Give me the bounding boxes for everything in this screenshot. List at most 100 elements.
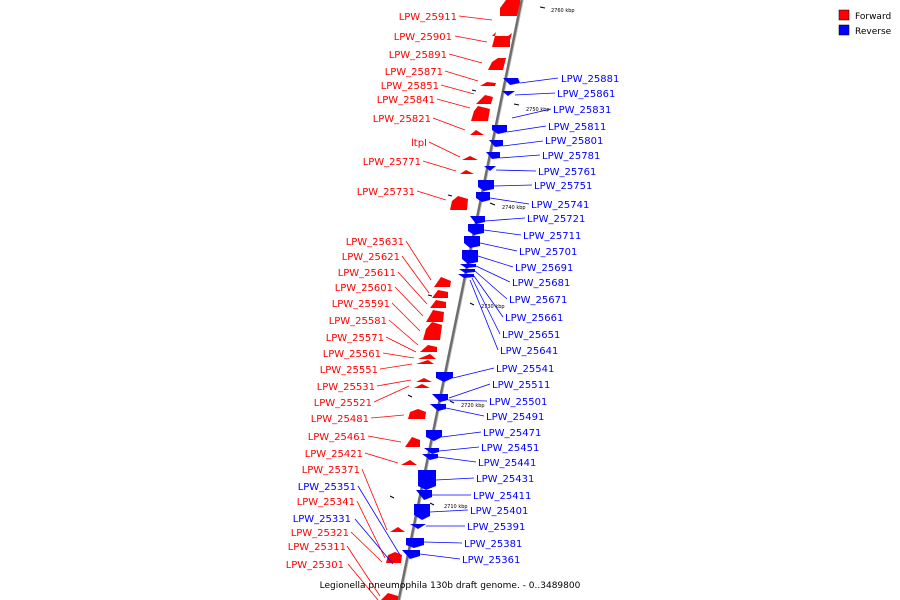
forward-gene-25821[interactable] — [470, 130, 484, 135]
reverse-gene-25741[interactable] — [476, 192, 490, 202]
reverse-gene-25701[interactable] — [464, 236, 480, 248]
forward-gene-label[interactable]: LPW_25571 — [326, 333, 384, 344]
reverse-gene-label[interactable]: LPW_25471 — [483, 428, 541, 439]
forward-gene-label[interactable]: LPW_25591 — [332, 299, 390, 310]
forward-gene-label[interactable]: LPW_25871 — [385, 67, 443, 78]
reverse-gene-label[interactable]: LPW_25641 — [500, 346, 558, 357]
forward-gene-label[interactable]: LPW_25821 — [373, 114, 431, 125]
forward-gene-label[interactable]: LPW_25581 — [329, 316, 387, 327]
forward-gene-ltpI[interactable] — [462, 156, 478, 160]
reverse-gene-25811[interactable] — [492, 125, 507, 134]
forward-gene-25631[interactable] — [434, 277, 451, 287]
forward-gene-label[interactable]: LPW_25521 — [314, 398, 372, 409]
reverse-gene-25671[interactable] — [459, 269, 475, 273]
forward-gene-label[interactable]: LPW_25731 — [357, 187, 415, 198]
reverse-gene-label[interactable]: LPW_25701 — [519, 247, 577, 258]
forward-gene-25551[interactable] — [416, 360, 434, 364]
reverse-gene-label[interactable]: LPW_25661 — [505, 313, 563, 324]
forward-gene-25341[interactable] — [390, 527, 405, 532]
forward-gene-25481[interactable] — [408, 409, 426, 419]
reverse-gene-label[interactable]: LPW_25361 — [462, 555, 520, 566]
reverse-gene-25401[interactable] — [414, 504, 430, 520]
reverse-gene-25801[interactable] — [489, 140, 503, 147]
reverse-gene-label[interactable]: LPW_25741 — [531, 200, 589, 211]
forward-gene-25841[interactable] — [476, 95, 493, 104]
reverse-gene-label[interactable]: LPW_25671 — [509, 295, 567, 306]
forward-gene-25591[interactable] — [423, 322, 442, 340]
reverse-gene-25721[interactable] — [470, 216, 485, 224]
forward-gene-25831f[interactable] — [471, 106, 490, 121]
forward-gene-label[interactable]: LPW_25551 — [320, 365, 378, 376]
reverse-gene-25751[interactable] — [478, 180, 494, 191]
forward-gene-label[interactable]: LPW_25461 — [308, 432, 366, 443]
reverse-gene-label[interactable]: LPW_25781 — [542, 151, 600, 162]
reverse-gene-label[interactable]: LPW_25401 — [470, 506, 528, 517]
reverse-gene-25491[interactable] — [430, 404, 446, 411]
reverse-gene-label[interactable]: LPW_25501 — [489, 397, 547, 408]
reverse-gene-25661[interactable] — [458, 274, 474, 278]
reverse-gene-label[interactable]: LPW_25651 — [502, 330, 560, 341]
forward-gene-label[interactable]: LPW_25561 — [323, 349, 381, 360]
forward-gene-25421[interactable] — [401, 460, 417, 465]
reverse-gene-label[interactable]: LPW_25411 — [473, 491, 531, 502]
reverse-gene-25711[interactable] — [468, 224, 484, 235]
forward-gene-25461[interactable] — [405, 437, 420, 447]
forward-gene-label[interactable]: LPW_25771 — [363, 157, 421, 168]
reverse-gene-label[interactable]: LPW_25691 — [515, 263, 573, 274]
forward-gene-label[interactable]: LPW_25901 — [394, 32, 452, 43]
reverse-gene-25501[interactable] — [432, 394, 448, 402]
forward-gene-label[interactable]: LPW_25891 — [389, 50, 447, 61]
forward-gene-25601[interactable] — [426, 310, 444, 322]
reverse-gene-25381[interactable] — [406, 538, 424, 548]
forward-gene-25531[interactable] — [416, 378, 432, 382]
forward-gene-25871[interactable] — [480, 82, 496, 86]
reverse-gene-label[interactable]: LPW_25511 — [492, 380, 550, 391]
reverse-gene-label[interactable]: LPW_25441 — [478, 458, 536, 469]
forward-gene-25901b[interactable] — [496, 37, 510, 47]
forward-gene-25911[interactable] — [500, 0, 520, 16]
forward-gene-25731[interactable] — [450, 196, 468, 210]
reverse-gene-25881[interactable] — [503, 78, 520, 85]
reverse-gene-25541[interactable] — [436, 372, 453, 382]
reverse-gene-25471[interactable] — [426, 430, 442, 441]
forward-gene-25571[interactable] — [420, 345, 437, 352]
forward-gene-25521[interactable] — [414, 384, 430, 388]
reverse-gene-label[interactable]: LPW_25431 — [476, 474, 534, 485]
forward-gene-label[interactable]: LPW_25911 — [399, 12, 457, 23]
reverse-gene-label[interactable]: LPW_25721 — [527, 214, 585, 225]
reverse-gene-label[interactable]: LPW_25331 — [293, 514, 351, 525]
forward-gene-label[interactable]: LPW_25421 — [305, 449, 363, 460]
forward-gene-25561[interactable] — [418, 354, 436, 359]
forward-gene-label[interactable]: LPW_25301 — [286, 560, 344, 571]
forward-gene-25611[interactable] — [430, 300, 446, 308]
reverse-gene-25861[interactable] — [502, 91, 515, 96]
reverse-gene-label[interactable]: LPW_25861 — [557, 89, 615, 100]
forward-gene-25301[interactable] — [381, 593, 398, 600]
forward-gene-label[interactable]: LPW_25611 — [338, 268, 396, 279]
reverse-gene-label[interactable]: LPW_25751 — [534, 181, 592, 192]
reverse-gene-25691[interactable] — [462, 250, 478, 264]
forward-gene-label[interactable]: LPW_25601 — [335, 283, 393, 294]
reverse-gene-label[interactable]: LPW_25681 — [512, 278, 570, 289]
reverse-gene-25411[interactable] — [416, 490, 432, 500]
forward-gene-label[interactable]: LPW_25341 — [297, 497, 355, 508]
reverse-gene-25781[interactable] — [486, 152, 500, 159]
reverse-gene-25441[interactable] — [422, 454, 438, 460]
reverse-gene-label[interactable]: LPW_25761 — [538, 167, 596, 178]
reverse-gene-25361[interactable] — [402, 550, 420, 559]
reverse-gene-25391[interactable] — [410, 524, 426, 529]
forward-gene-label[interactable]: LPW_25531 — [317, 382, 375, 393]
forward-gene-label[interactable]: ltpI — [411, 138, 427, 149]
reverse-gene-25431[interactable] — [418, 470, 436, 490]
reverse-gene-label[interactable]: LPW_25381 — [464, 539, 522, 550]
reverse-gene-25451[interactable] — [424, 448, 439, 454]
forward-gene-label[interactable]: LPW_25851 — [381, 81, 439, 92]
reverse-gene-label[interactable]: LPW_25451 — [481, 443, 539, 454]
forward-gene-label[interactable]: LPW_25621 — [342, 252, 400, 263]
reverse-gene-label[interactable]: LPW_25391 — [467, 522, 525, 533]
forward-gene-label[interactable]: LPW_25321 — [291, 528, 349, 539]
reverse-gene-label[interactable]: LPW_25881 — [561, 74, 619, 85]
forward-gene-label[interactable]: LPW_25371 — [302, 465, 360, 476]
reverse-gene-label[interactable]: LPW_25831 — [553, 105, 611, 116]
reverse-gene-25761[interactable] — [484, 166, 496, 171]
